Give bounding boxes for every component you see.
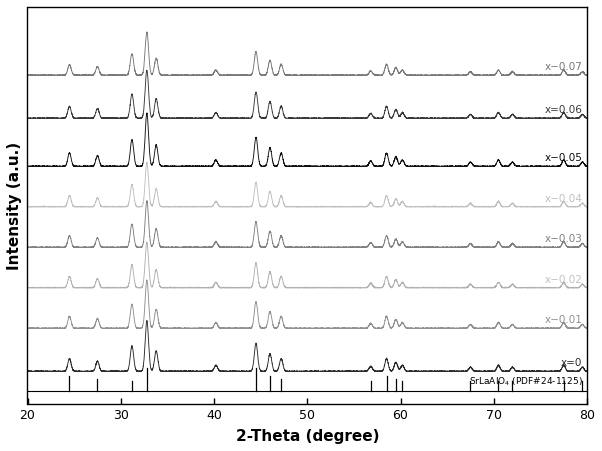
- Text: x−0.03: x−0.03: [545, 235, 582, 244]
- Text: x−0.04: x−0.04: [545, 194, 582, 204]
- Text: x−0.01: x−0.01: [545, 315, 582, 325]
- Text: SrLaAlO$_4$ (PDF#24-1125): SrLaAlO$_4$ (PDF#24-1125): [468, 375, 582, 388]
- X-axis label: 2-Theta (degree): 2-Theta (degree): [235, 429, 379, 444]
- Text: x=0: x=0: [561, 358, 582, 368]
- Text: x−0.07: x−0.07: [545, 62, 582, 72]
- Text: x−0.05: x−0.05: [545, 153, 582, 163]
- Text: x=0.06: x=0.06: [545, 105, 582, 115]
- Y-axis label: Intensity (a.u.): Intensity (a.u.): [7, 142, 22, 270]
- Text: x−0.02: x−0.02: [545, 275, 582, 285]
